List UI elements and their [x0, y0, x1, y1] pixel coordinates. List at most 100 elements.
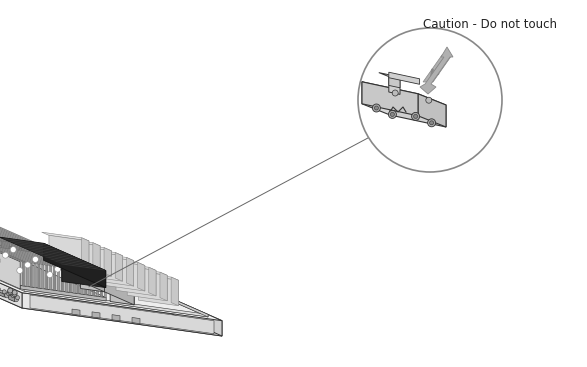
Polygon shape [12, 242, 59, 250]
Circle shape [375, 106, 379, 110]
Polygon shape [418, 94, 446, 127]
Polygon shape [362, 82, 390, 115]
Polygon shape [104, 273, 107, 298]
Circle shape [430, 121, 434, 125]
Polygon shape [0, 238, 9, 242]
Polygon shape [4, 239, 19, 243]
Polygon shape [0, 218, 68, 268]
Polygon shape [53, 266, 56, 290]
Polygon shape [110, 284, 134, 305]
Polygon shape [64, 242, 112, 251]
Polygon shape [0, 222, 99, 273]
Polygon shape [83, 250, 123, 281]
Polygon shape [65, 268, 68, 292]
Polygon shape [0, 212, 25, 262]
Polygon shape [0, 243, 222, 336]
Polygon shape [34, 264, 36, 288]
Polygon shape [93, 272, 95, 296]
Circle shape [55, 266, 60, 272]
Circle shape [8, 288, 13, 293]
Polygon shape [0, 218, 72, 269]
Polygon shape [77, 270, 79, 294]
Circle shape [411, 112, 420, 120]
Polygon shape [22, 293, 222, 336]
Circle shape [47, 272, 53, 278]
Polygon shape [86, 252, 134, 261]
Polygon shape [120, 266, 167, 275]
Polygon shape [30, 295, 214, 334]
Polygon shape [420, 47, 453, 94]
Polygon shape [0, 223, 103, 273]
Polygon shape [0, 236, 106, 298]
Polygon shape [0, 212, 20, 289]
Polygon shape [43, 256, 90, 264]
Polygon shape [0, 291, 4, 297]
Polygon shape [85, 271, 87, 295]
Polygon shape [73, 269, 75, 293]
Circle shape [0, 258, 1, 264]
Circle shape [2, 252, 8, 258]
Polygon shape [75, 247, 123, 256]
Polygon shape [0, 219, 75, 269]
Circle shape [11, 294, 15, 298]
Polygon shape [9, 296, 13, 301]
Circle shape [2, 290, 6, 294]
Polygon shape [21, 244, 29, 252]
Polygon shape [58, 263, 106, 270]
Polygon shape [2, 294, 6, 297]
Circle shape [12, 291, 17, 297]
Circle shape [10, 247, 16, 252]
Polygon shape [0, 216, 52, 266]
Circle shape [9, 295, 14, 300]
Polygon shape [127, 270, 167, 301]
Circle shape [358, 28, 502, 172]
Polygon shape [0, 232, 208, 317]
Polygon shape [0, 224, 107, 274]
Polygon shape [137, 262, 145, 291]
Polygon shape [104, 248, 112, 276]
Polygon shape [30, 263, 32, 287]
Polygon shape [0, 217, 63, 268]
Polygon shape [58, 267, 60, 291]
Polygon shape [0, 213, 32, 264]
Polygon shape [0, 215, 44, 265]
Circle shape [372, 104, 380, 112]
Polygon shape [0, 228, 22, 308]
Polygon shape [0, 217, 60, 267]
Polygon shape [132, 317, 140, 324]
Polygon shape [423, 55, 452, 82]
Polygon shape [131, 272, 178, 280]
Circle shape [6, 292, 11, 296]
Polygon shape [94, 255, 134, 286]
Polygon shape [389, 77, 400, 94]
Polygon shape [149, 267, 156, 296]
Polygon shape [62, 265, 106, 288]
Polygon shape [0, 214, 40, 265]
Polygon shape [71, 245, 112, 276]
Polygon shape [0, 216, 56, 267]
Polygon shape [0, 237, 106, 270]
Polygon shape [389, 72, 420, 84]
Polygon shape [0, 228, 74, 271]
Polygon shape [89, 271, 91, 295]
Polygon shape [60, 269, 104, 281]
Polygon shape [48, 258, 96, 266]
Polygon shape [49, 266, 52, 290]
Polygon shape [126, 257, 134, 286]
Polygon shape [61, 268, 63, 291]
Polygon shape [0, 215, 48, 266]
Polygon shape [80, 272, 134, 288]
Text: Caution - Do not touch: Caution - Do not touch [423, 18, 557, 31]
Polygon shape [171, 277, 178, 306]
Polygon shape [49, 235, 89, 266]
Polygon shape [42, 265, 44, 289]
Circle shape [77, 276, 83, 282]
Polygon shape [60, 240, 100, 271]
Polygon shape [379, 73, 400, 79]
Polygon shape [22, 247, 69, 255]
Polygon shape [139, 275, 178, 306]
Polygon shape [72, 309, 80, 315]
Polygon shape [74, 256, 222, 336]
Polygon shape [43, 243, 106, 288]
Polygon shape [93, 243, 100, 271]
